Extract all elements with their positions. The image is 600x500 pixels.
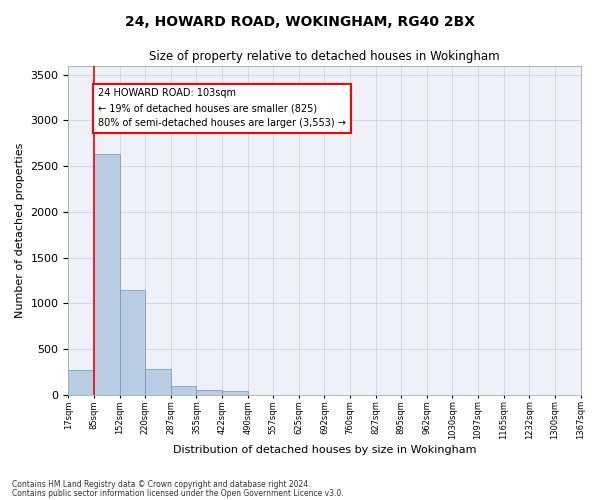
Title: Size of property relative to detached houses in Wokingham: Size of property relative to detached ho… [149, 50, 500, 63]
Y-axis label: Number of detached properties: Number of detached properties [15, 142, 25, 318]
Text: 24 HOWARD ROAD: 103sqm
← 19% of detached houses are smaller (825)
80% of semi-de: 24 HOWARD ROAD: 103sqm ← 19% of detached… [98, 88, 346, 128]
Bar [68, 370, 94, 394]
Bar [171, 386, 196, 394]
Text: Contains public sector information licensed under the Open Government Licence v3: Contains public sector information licen… [12, 489, 344, 498]
Bar [119, 290, 145, 395]
X-axis label: Distribution of detached houses by size in Wokingham: Distribution of detached houses by size … [173, 445, 476, 455]
Bar [222, 392, 248, 394]
Text: 24, HOWARD ROAD, WOKINGHAM, RG40 2BX: 24, HOWARD ROAD, WOKINGHAM, RG40 2BX [125, 15, 475, 29]
Bar [94, 154, 119, 394]
Text: Contains HM Land Registry data © Crown copyright and database right 2024.: Contains HM Land Registry data © Crown c… [12, 480, 311, 489]
Bar [196, 390, 222, 394]
Bar [145, 369, 171, 394]
